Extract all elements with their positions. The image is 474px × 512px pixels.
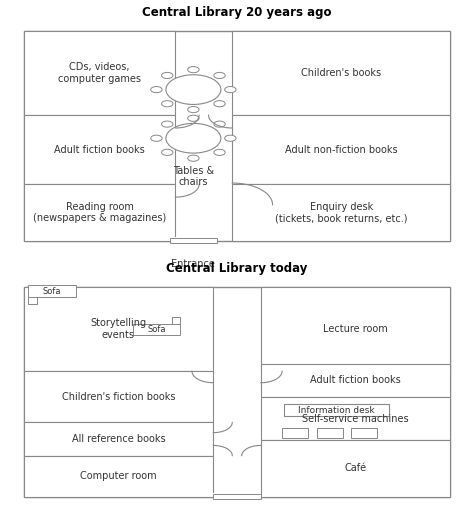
Bar xyxy=(261,287,450,371)
Bar xyxy=(24,371,213,422)
Text: Lecture room: Lecture room xyxy=(323,324,388,334)
Text: Information desk: Information desk xyxy=(298,406,375,415)
Circle shape xyxy=(225,135,236,141)
Text: Enquiry desk
(tickets, book returns, etc.): Enquiry desk (tickets, book returns, etc… xyxy=(275,202,408,223)
Bar xyxy=(170,238,217,243)
Text: Computer room: Computer room xyxy=(80,471,157,481)
Bar xyxy=(24,115,175,184)
Circle shape xyxy=(151,87,162,93)
Text: Adult fiction books: Adult fiction books xyxy=(310,375,401,385)
Bar xyxy=(24,31,175,115)
Text: Central Library today: Central Library today xyxy=(166,262,308,275)
Circle shape xyxy=(162,150,173,156)
Text: Adult non-fiction books: Adult non-fiction books xyxy=(285,145,398,155)
Bar xyxy=(351,428,377,438)
Bar xyxy=(213,494,261,500)
Bar xyxy=(24,456,213,497)
Text: Reading room
(newspapers & magazines): Reading room (newspapers & magazines) xyxy=(33,202,166,223)
Text: CDs, videos,
computer games: CDs, videos, computer games xyxy=(58,62,141,84)
Bar xyxy=(172,317,180,324)
Circle shape xyxy=(188,106,199,113)
Circle shape xyxy=(166,123,221,153)
Bar xyxy=(232,31,450,115)
Bar xyxy=(317,428,343,438)
Circle shape xyxy=(214,72,225,78)
Text: Tables &
chairs: Tables & chairs xyxy=(173,166,214,187)
Bar xyxy=(261,397,450,440)
Text: Adult fiction books: Adult fiction books xyxy=(54,145,145,155)
Circle shape xyxy=(166,75,221,104)
Circle shape xyxy=(151,135,162,141)
Bar xyxy=(261,440,450,497)
Bar xyxy=(24,184,175,241)
Bar xyxy=(28,286,76,297)
Text: Central Library 20 years ago: Central Library 20 years ago xyxy=(142,6,332,19)
Text: All reference books: All reference books xyxy=(72,434,165,444)
Text: Sofa: Sofa xyxy=(147,325,166,334)
Circle shape xyxy=(162,101,173,107)
Text: Entrance: Entrance xyxy=(172,259,215,269)
Bar xyxy=(24,287,450,497)
Bar xyxy=(213,494,261,499)
Text: Storytelling
events: Storytelling events xyxy=(91,318,146,340)
Circle shape xyxy=(214,121,225,127)
Circle shape xyxy=(225,87,236,93)
Circle shape xyxy=(214,150,225,156)
Text: Sofa: Sofa xyxy=(43,287,62,296)
Bar xyxy=(232,115,450,184)
Bar xyxy=(24,31,450,241)
Text: Children's books: Children's books xyxy=(301,68,382,78)
Text: Café: Café xyxy=(345,463,366,474)
Bar xyxy=(133,324,180,335)
Bar xyxy=(284,404,389,416)
Circle shape xyxy=(188,155,199,161)
Bar xyxy=(282,428,308,438)
Bar xyxy=(24,287,213,371)
Bar xyxy=(170,238,217,244)
Circle shape xyxy=(188,67,199,73)
Bar xyxy=(24,422,213,456)
Circle shape xyxy=(162,72,173,78)
Bar xyxy=(28,297,37,304)
Bar xyxy=(261,364,450,397)
Circle shape xyxy=(188,115,199,121)
Circle shape xyxy=(162,121,173,127)
Text: Self-service machines: Self-service machines xyxy=(302,414,409,423)
Bar xyxy=(232,184,450,241)
Circle shape xyxy=(214,101,225,107)
Text: Children's fiction books: Children's fiction books xyxy=(62,392,175,402)
